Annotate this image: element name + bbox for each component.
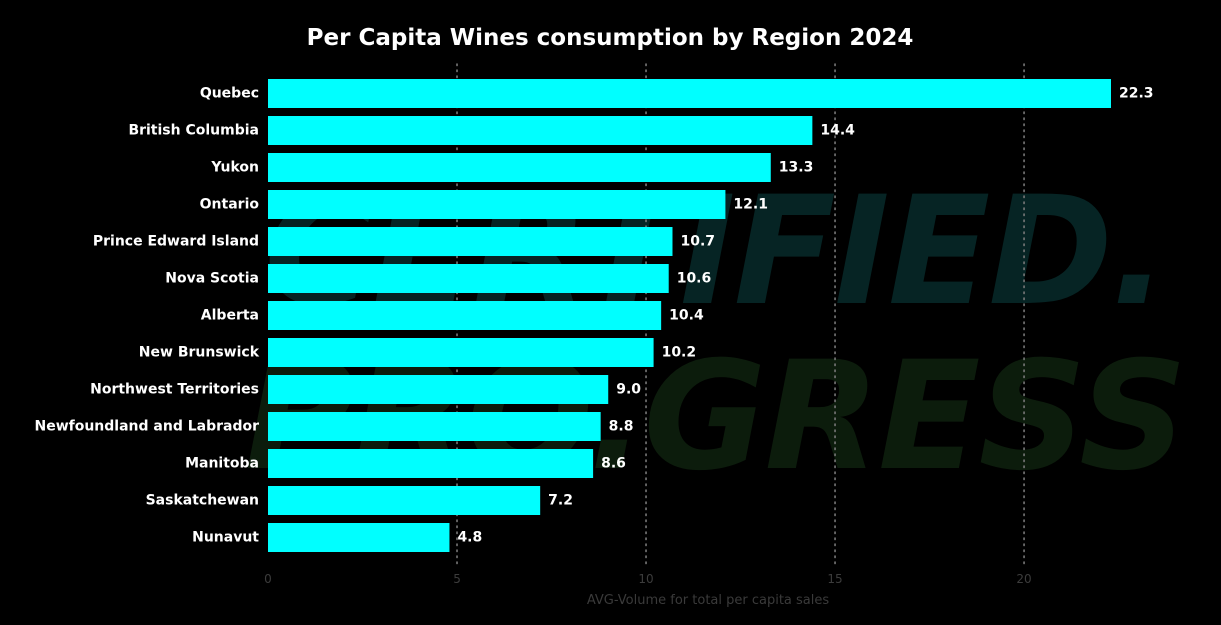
- bar[interactable]: [268, 190, 726, 219]
- category-label: Quebec: [200, 86, 259, 102]
- category-label: Newfoundland and Labrador: [34, 419, 259, 435]
- category-label: Nunavut: [192, 530, 259, 546]
- data-label: 7.2: [548, 493, 573, 509]
- x-tick-label: 10: [638, 572, 653, 586]
- bar[interactable]: [268, 153, 771, 182]
- category-label: Yukon: [210, 160, 259, 176]
- x-tick-label: 20: [1016, 572, 1031, 586]
- category-label: Saskatchewan: [146, 493, 259, 509]
- data-label: 10.2: [662, 345, 697, 361]
- data-label: 12.1: [733, 197, 768, 213]
- data-label: 10.6: [677, 271, 712, 287]
- category-label: New Brunswick: [139, 345, 260, 361]
- data-label: 14.4: [820, 123, 855, 139]
- bar[interactable]: [268, 375, 609, 404]
- category-label: Alberta: [201, 308, 259, 324]
- bar[interactable]: [268, 227, 673, 256]
- data-label: 8.6: [601, 456, 626, 472]
- category-label: Ontario: [200, 197, 260, 213]
- bar[interactable]: [268, 338, 654, 367]
- bar[interactable]: [268, 301, 662, 330]
- x-tick-label: 5: [453, 572, 461, 586]
- bar[interactable]: [268, 79, 1111, 108]
- data-label: 10.4: [669, 308, 704, 324]
- data-label: 9.0: [616, 382, 641, 398]
- x-axis-title: AVG-Volume for total per capita sales: [587, 593, 830, 608]
- category-label: Northwest Territories: [90, 382, 259, 398]
- data-label: 8.8: [609, 419, 634, 435]
- data-label: 10.7: [680, 234, 715, 250]
- bar[interactable]: [268, 264, 669, 293]
- x-tick-label: 0: [264, 572, 272, 586]
- x-axis-ticks: 0 5 10 15 20: [264, 572, 1032, 586]
- data-label: 13.3: [779, 160, 814, 176]
- gridlines: [456, 63, 1025, 567]
- bar[interactable]: [268, 486, 541, 515]
- category-labels: Quebec British Columbia Yukon Ontario Prince…: [34, 86, 259, 546]
- data-label: 4.8: [457, 530, 482, 546]
- x-tick-label: 15: [827, 572, 842, 586]
- bar[interactable]: [268, 116, 813, 145]
- category-label: British Columbia: [128, 123, 259, 139]
- category-label: Manitoba: [185, 456, 259, 472]
- category-label: Nova Scotia: [165, 271, 259, 287]
- bars: [268, 79, 1111, 552]
- category-label: Prince Edward Island: [93, 234, 259, 250]
- data-label: 22.3: [1119, 86, 1154, 102]
- chart-title: Per Capita Wines consumption by Region 2…: [307, 25, 914, 51]
- bar[interactable]: [268, 449, 594, 478]
- bar[interactable]: [268, 412, 601, 441]
- bar[interactable]: [268, 523, 450, 552]
- value-labels: 22.3 14.4 13.3 12.1 10.7 10.6 10.4 10.2 9.0 8.8 8.…: [457, 86, 1153, 546]
